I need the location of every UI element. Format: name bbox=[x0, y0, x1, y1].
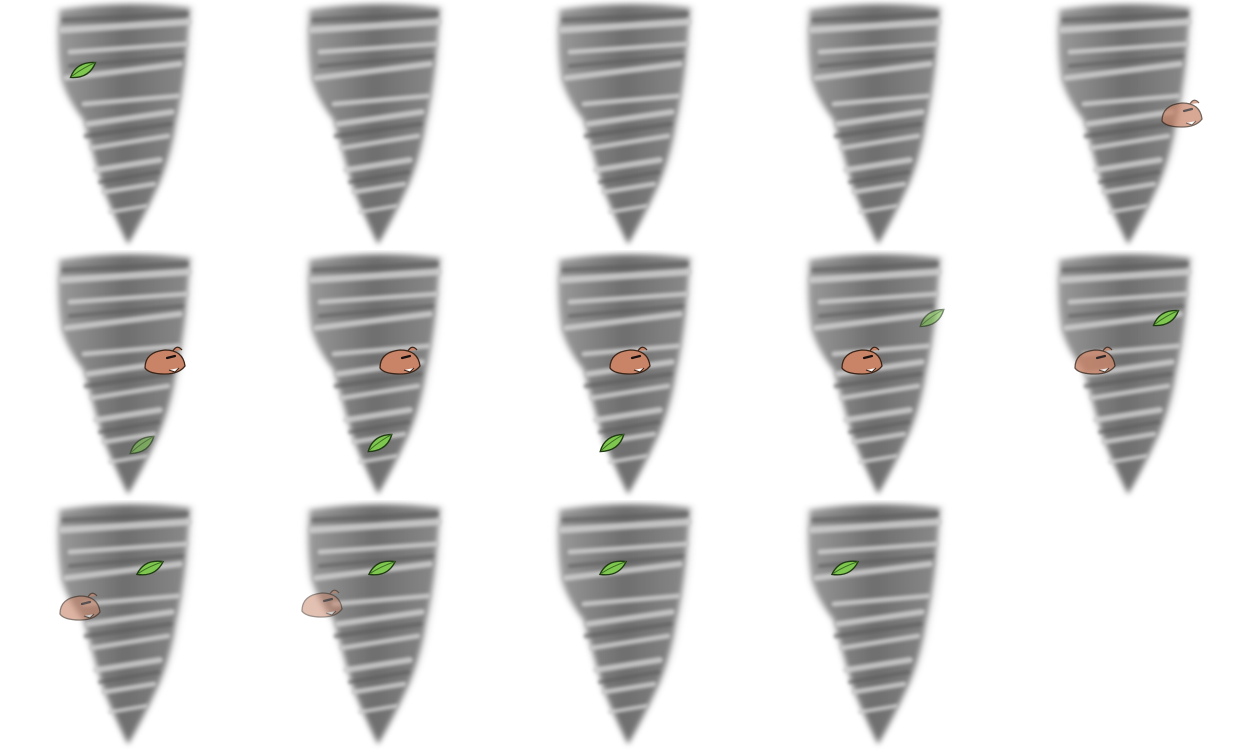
frame bbox=[554, 251, 695, 496]
frame bbox=[1054, 251, 1195, 496]
frame bbox=[304, 251, 445, 496]
frame bbox=[554, 501, 695, 746]
frame bbox=[804, 251, 947, 496]
frame bbox=[804, 1, 945, 246]
tornado bbox=[804, 1, 945, 246]
frame bbox=[54, 251, 195, 496]
tornado bbox=[304, 251, 445, 496]
frame bbox=[302, 501, 445, 746]
tornado bbox=[54, 1, 195, 246]
frame bbox=[54, 1, 195, 246]
tornado bbox=[304, 501, 445, 746]
frames bbox=[54, 1, 1204, 746]
tornado bbox=[54, 501, 195, 746]
frame bbox=[554, 1, 695, 246]
tornado bbox=[804, 501, 945, 746]
frame bbox=[1054, 1, 1204, 246]
tornado bbox=[804, 251, 945, 496]
tornado bbox=[554, 501, 695, 746]
frame bbox=[304, 1, 445, 246]
frame bbox=[804, 501, 945, 746]
frame bbox=[54, 501, 195, 746]
tornado bbox=[1054, 251, 1195, 496]
tornado bbox=[554, 1, 695, 246]
tornado bbox=[54, 251, 195, 496]
tornado bbox=[304, 1, 445, 246]
